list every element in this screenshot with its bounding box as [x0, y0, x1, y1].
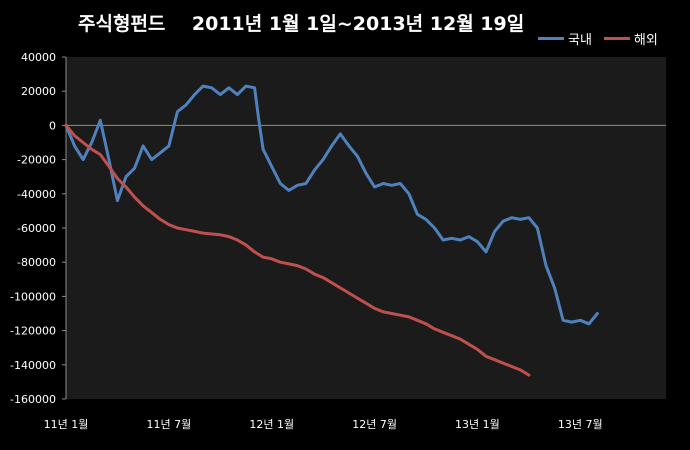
x-tick-label: 13년 1월 [455, 418, 500, 431]
y-tick-label: -160000 [10, 393, 56, 406]
y-tick-label: -40000 [17, 188, 56, 201]
chart-legend: 국내 해외 [538, 29, 670, 48]
series-line-overseas [64, 123, 531, 377]
x-tick-label: 12년 1월 [249, 418, 294, 431]
y-tick-label: 20000 [21, 85, 56, 98]
legend-swatch-domestic [538, 37, 564, 40]
legend-swatch-overseas [603, 37, 630, 40]
y-tick-label: 0 [49, 119, 56, 132]
legend-item-overseas: 해외 [603, 29, 658, 48]
plot-area [66, 57, 666, 399]
legend-label-domestic: 국내 [568, 33, 592, 48]
x-tick-label: 11년 1월 [44, 418, 89, 431]
x-tick-label: 11년 7월 [146, 418, 191, 431]
y-tick-label: -140000 [10, 359, 56, 372]
y-tick-label: -80000 [17, 256, 56, 269]
chart-title-main: 주식형펀드 [78, 13, 166, 35]
x-tick-label: 13년 7월 [558, 418, 603, 431]
series-line-domestic [64, 84, 599, 326]
legend-label-overseas: 해외 [633, 33, 658, 48]
y-tick-label: -20000 [17, 154, 56, 167]
chart-title: 주식형펀드 2011년 1월 1일~2013년 12월 19일 [78, 9, 524, 36]
y-tick-label: -120000 [10, 325, 56, 338]
y-tick-label: 40000 [21, 51, 56, 64]
x-tick-label: 12년 7월 [352, 418, 397, 431]
chart-title-period: 2011년 1월 1일~2013년 12월 19일 [191, 13, 525, 35]
legend-item-domestic: 국내 [538, 29, 592, 48]
y-tick-label: -60000 [17, 222, 56, 235]
y-tick-label: -100000 [10, 290, 56, 303]
